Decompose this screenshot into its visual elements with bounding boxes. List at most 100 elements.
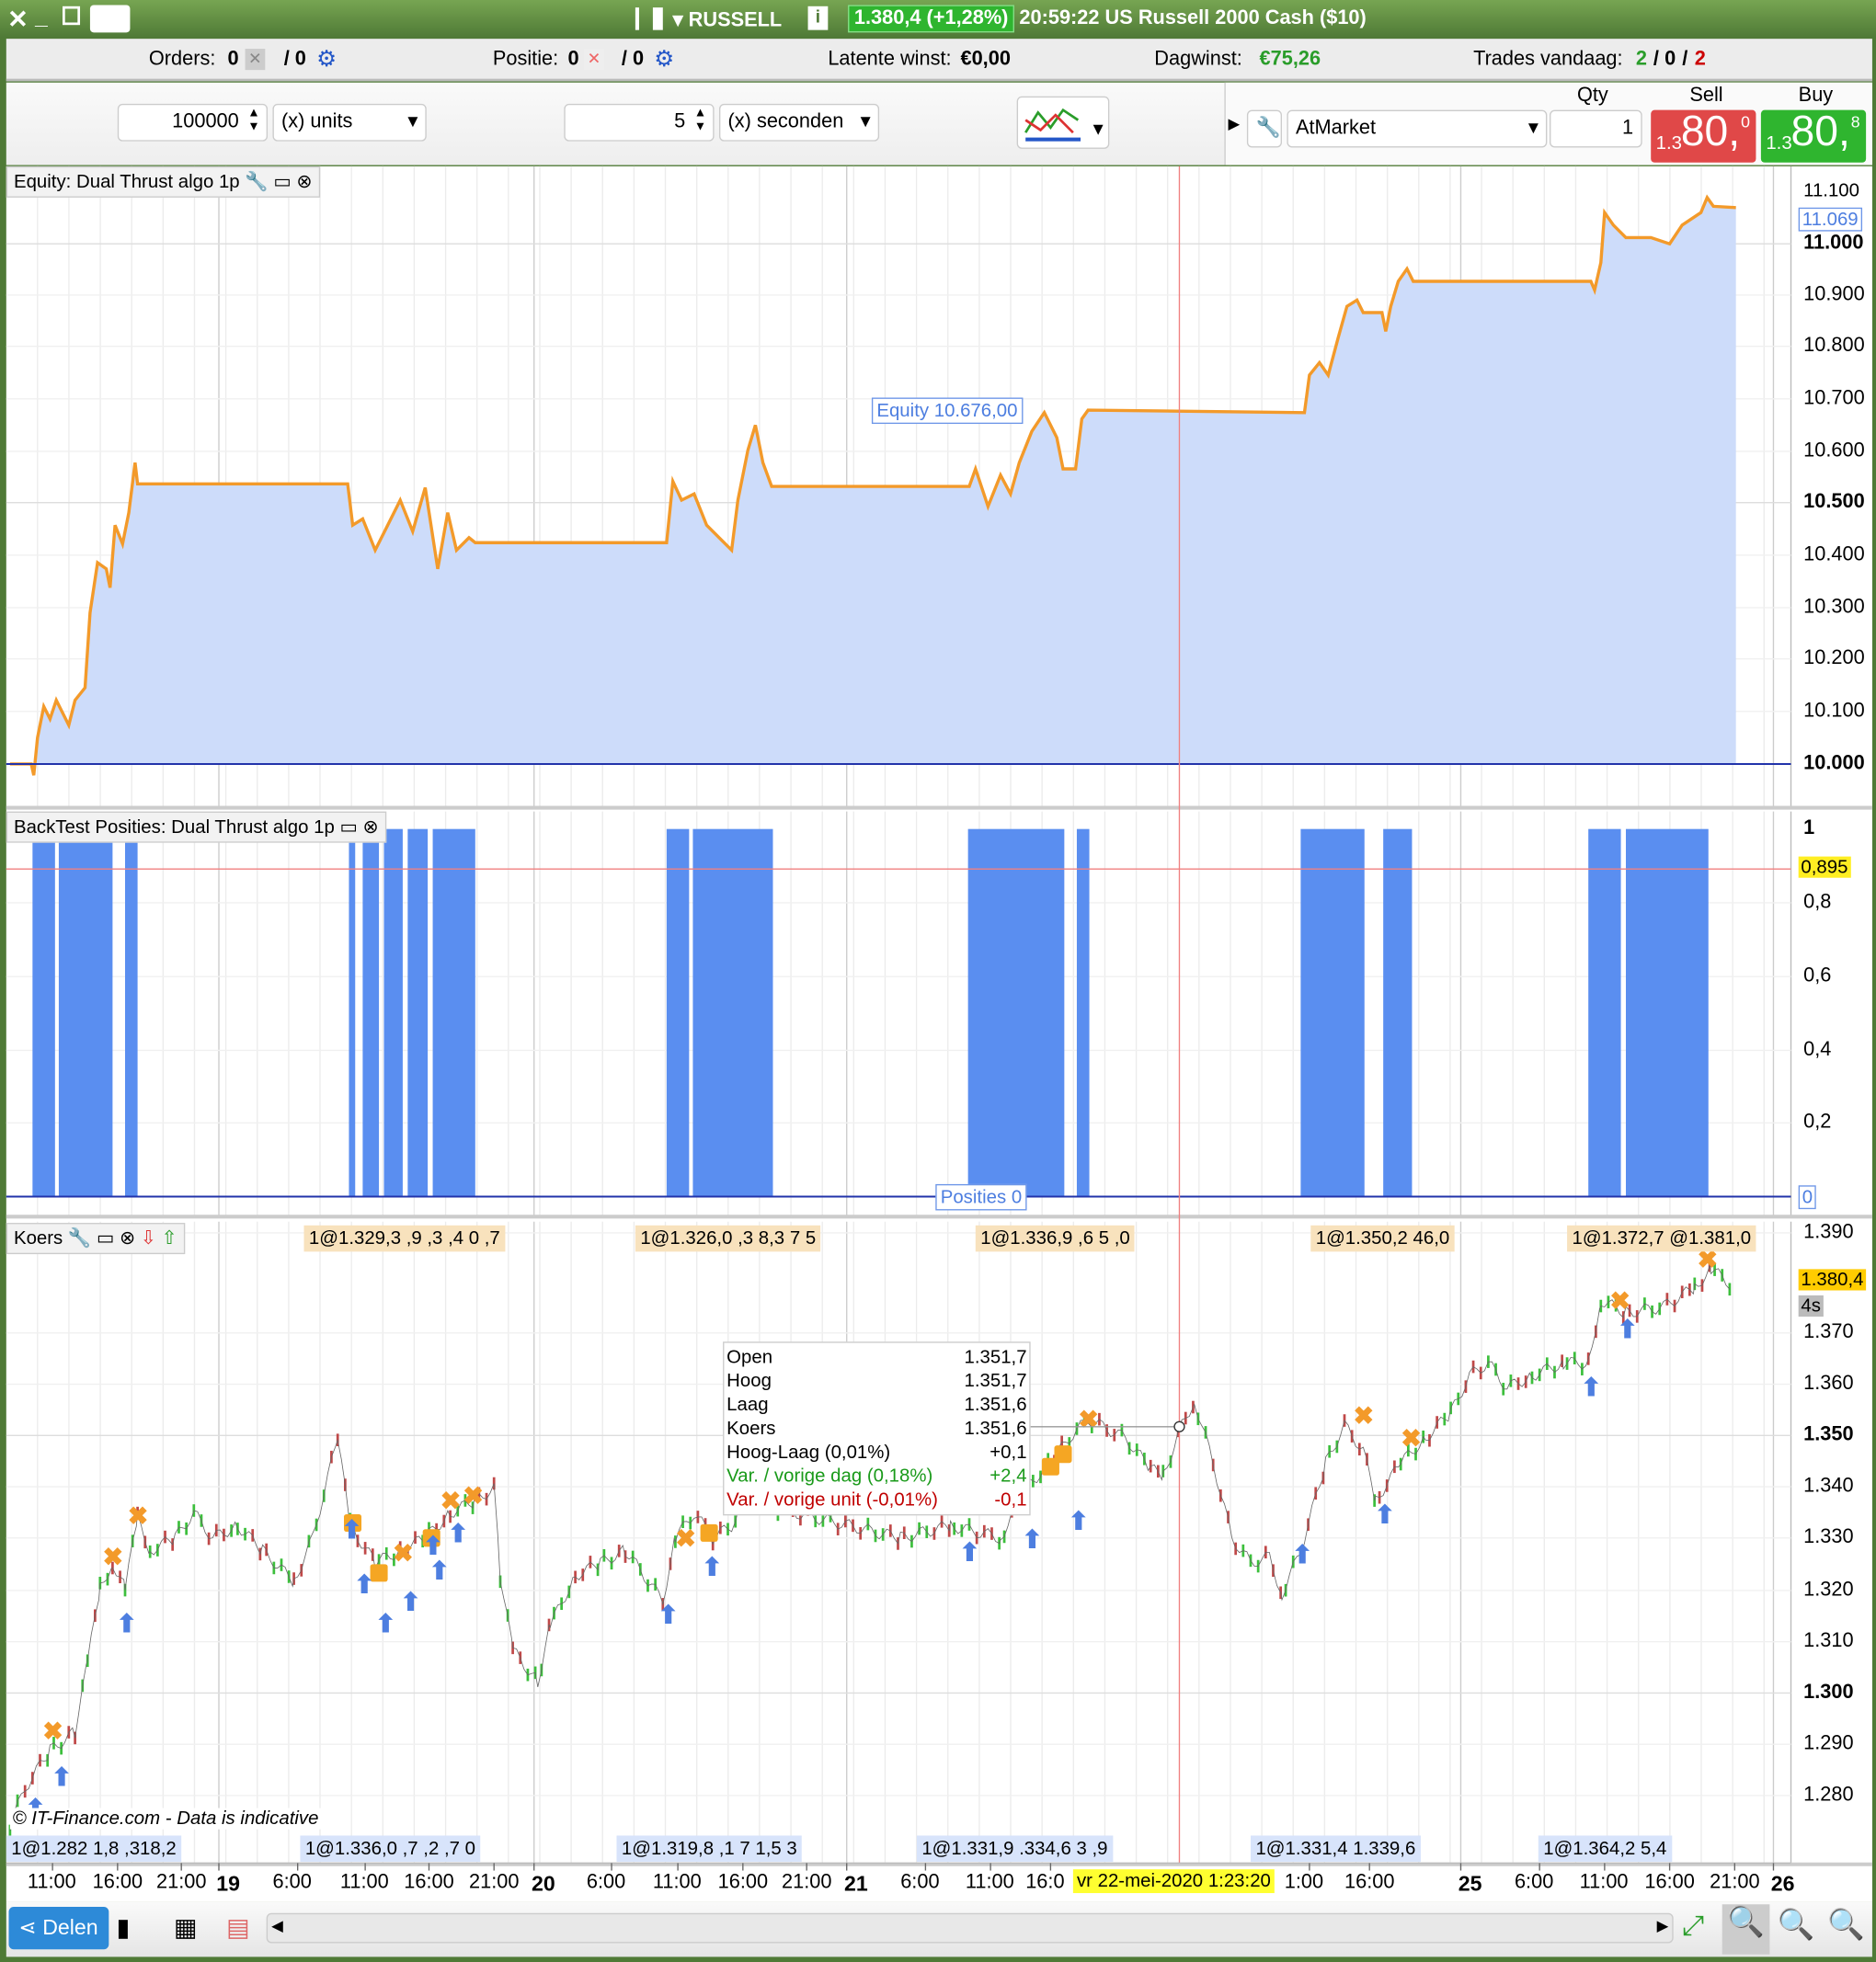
trade-label-bottom: 1@1.331,9 .334,6 3 ,9 bbox=[916, 1835, 1113, 1863]
time-axis-label: 21:00 bbox=[1710, 1871, 1760, 1894]
candlestick-icon bbox=[635, 7, 663, 30]
koers-axis-label: 1.390 bbox=[1803, 1221, 1854, 1243]
auto-scroll-icon[interactable]: ⤢ bbox=[1682, 1909, 1705, 1941]
close-circle-icon[interactable]: ⊗ bbox=[362, 816, 379, 838]
buy-price-main: 80, bbox=[1790, 107, 1850, 155]
trade-label-bottom: 1@1.282 1,8 ,318,2 bbox=[6, 1835, 182, 1863]
zoom-in-icon[interactable]: 🔍 bbox=[1826, 1908, 1865, 1943]
latent-value: €0,00 bbox=[960, 49, 1011, 71]
buy-arrow-icon: ⬆ bbox=[400, 1588, 421, 1616]
trades-sep: / bbox=[1682, 49, 1688, 71]
position-bar bbox=[1300, 828, 1365, 1197]
tooltip-value: 1.351,7 bbox=[964, 1346, 1027, 1368]
buy-price-prefix: 1.3 bbox=[1766, 132, 1792, 154]
trade-label-bottom: 1@1.336,0 ,7 ,2 ,7 0 bbox=[300, 1835, 481, 1863]
table-icon[interactable]: ▦ bbox=[174, 1914, 198, 1943]
position-bar bbox=[1626, 828, 1709, 1197]
koers-axis-label: 1.310 bbox=[1803, 1630, 1854, 1652]
wrench-icon[interactable]: 🔧 bbox=[245, 171, 269, 193]
gears-icon[interactable]: ⚙ bbox=[654, 46, 675, 72]
close-position-icon[interactable]: ✕ bbox=[584, 49, 604, 71]
time-axis-label: 1:00 bbox=[1284, 1871, 1324, 1894]
keyboard-icon[interactable] bbox=[89, 5, 131, 33]
equity-panel-title: Equity: Dual Thrust algo 1p bbox=[13, 171, 240, 193]
exit-marker-icon bbox=[700, 1523, 718, 1542]
time-axis-label: 25 bbox=[1458, 1871, 1482, 1896]
sell-marker-icon: ✖ bbox=[393, 1539, 414, 1568]
window-icon[interactable]: ▭ bbox=[339, 816, 358, 838]
orders-value: 0 bbox=[227, 49, 239, 71]
upload-icon[interactable]: ⇧ bbox=[161, 1227, 177, 1249]
cancel-orders-icon[interactable]: ✕ bbox=[245, 49, 266, 71]
zoom-out-icon[interactable]: 🔍 bbox=[1777, 1908, 1815, 1943]
order-type-select[interactable]: AtMarket ▾ bbox=[1287, 109, 1548, 148]
window-icon[interactable]: ▭ bbox=[97, 1227, 115, 1249]
horizontal-scrollbar[interactable]: ◀ ▶ bbox=[266, 1912, 1674, 1944]
trades-win: 2 bbox=[1635, 49, 1647, 71]
trade-label-top: 1@1.326,0 ,3 8,3 7 5 bbox=[635, 1225, 821, 1252]
sell-button[interactable]: 1.3 80, 0 bbox=[1651, 108, 1756, 163]
close-circle-icon[interactable]: ⊗ bbox=[296, 171, 313, 193]
units-input[interactable]: 100000 bbox=[117, 103, 269, 142]
share-button[interactable]: ⋖ Delen bbox=[8, 1907, 109, 1950]
buy-arrow-icon: ⬆ bbox=[1022, 1525, 1043, 1554]
tooltip-label: Open bbox=[726, 1346, 773, 1368]
window-icon[interactable]: ▭ bbox=[273, 171, 292, 193]
position-bar bbox=[125, 828, 138, 1197]
interval-select[interactable]: (x) seconden ▾ bbox=[719, 103, 880, 142]
trade-label-bottom: 1@1.364,2 5,4 bbox=[1538, 1835, 1672, 1863]
equity-axis-label: 10.600 bbox=[1803, 439, 1865, 462]
tooltip-value: 1.351,6 bbox=[964, 1394, 1027, 1416]
orderbook-icon[interactable]: ▤ bbox=[226, 1914, 250, 1943]
time-axis-label: 21:00 bbox=[782, 1871, 832, 1894]
gears-icon[interactable]: ⚙ bbox=[316, 46, 337, 72]
buy-button[interactable]: 1.3 80, 8 bbox=[1760, 107, 1867, 163]
scroll-left-icon[interactable]: ◀ bbox=[271, 1916, 283, 1934]
koers-axis-label: 1.340 bbox=[1803, 1475, 1854, 1497]
wrench-icon[interactable]: 🔧 bbox=[1246, 109, 1282, 148]
interval-stepper[interactable]: ▲ ▼ bbox=[693, 106, 707, 134]
sell-price-prefix: 1.3 bbox=[1655, 132, 1683, 154]
toolbar: 100000 ▲ ▼ (x) units ▾ 5 ▲ ▼ (x) seconden ▾ … bbox=[6, 82, 1872, 165]
maximize-icon[interactable] bbox=[63, 6, 81, 26]
chevron-down-icon: ▾ bbox=[1092, 119, 1104, 141]
sell-marker-icon: ✖ bbox=[42, 1717, 63, 1745]
instrument-dropdown[interactable]: ▾ RUSSELL bbox=[672, 9, 783, 31]
equity-axis-label: 10.700 bbox=[1803, 387, 1865, 409]
wrench-icon[interactable]: 🔧 bbox=[67, 1227, 92, 1249]
trade-label-top: 1@1.372,7 @1.381,0 bbox=[1567, 1225, 1756, 1252]
time-axis-label: 11:00 bbox=[339, 1871, 389, 1894]
minimize-icon[interactable]: _ bbox=[35, 4, 48, 29]
scroll-right-icon[interactable]: ▶ bbox=[1656, 1916, 1669, 1934]
tooltip-label: Var. / vorige dag (0,18%) bbox=[726, 1465, 933, 1488]
indicators-button[interactable]: ▾ bbox=[1016, 96, 1110, 149]
chevron-down-icon: ▾ bbox=[860, 111, 871, 133]
positions-cursor-label: Posities 0 bbox=[935, 1183, 1027, 1211]
positie-label: Positie: bbox=[492, 49, 559, 71]
equity-axis-label: 10.100 bbox=[1803, 700, 1865, 722]
qty-input[interactable]: 1 bbox=[1550, 109, 1642, 148]
info-icon[interactable]: i bbox=[807, 6, 829, 30]
units-select[interactable]: (x) units ▾ bbox=[272, 103, 427, 142]
time-axis-label: 20 bbox=[532, 1871, 555, 1896]
data-watermark: © IT-Finance.com - Data is indicative bbox=[9, 1808, 322, 1830]
sell-marker-icon: ✖ bbox=[1698, 1245, 1719, 1273]
instrument-name: RUSSELL bbox=[688, 9, 783, 31]
collapse-arrow-icon[interactable]: ▶ bbox=[1228, 115, 1241, 133]
tooltip-value: 1.351,7 bbox=[964, 1370, 1027, 1392]
bottom-toolbar: ⋖ Delen ▮ ▦ ▤ ◀ ▶ ⤢ 🔍 🔍 🔍 bbox=[6, 1901, 1872, 1957]
download-icon[interactable]: ⇩ bbox=[140, 1227, 156, 1249]
units-stepper[interactable]: ▲ ▼ bbox=[247, 106, 260, 134]
close-circle-icon[interactable]: ⊗ bbox=[119, 1227, 136, 1249]
chart-type-icon[interactable]: ▮ bbox=[116, 1914, 131, 1943]
time-axis-label: 21:00 bbox=[156, 1871, 207, 1894]
close-icon[interactable]: ✕ bbox=[7, 6, 29, 34]
sell-marker-icon: ✖ bbox=[1354, 1401, 1375, 1430]
time-axis-label: 19 bbox=[216, 1871, 241, 1896]
equity-current-value: 11.069 bbox=[1798, 207, 1862, 232]
koers-current-price: 1.380,4 bbox=[1798, 1269, 1867, 1291]
interval-input[interactable]: 5 bbox=[564, 103, 715, 142]
zoom-fit-icon[interactable]: 🔍 bbox=[1722, 1904, 1770, 1955]
sell-marker-icon: ✖ bbox=[1401, 1424, 1422, 1453]
